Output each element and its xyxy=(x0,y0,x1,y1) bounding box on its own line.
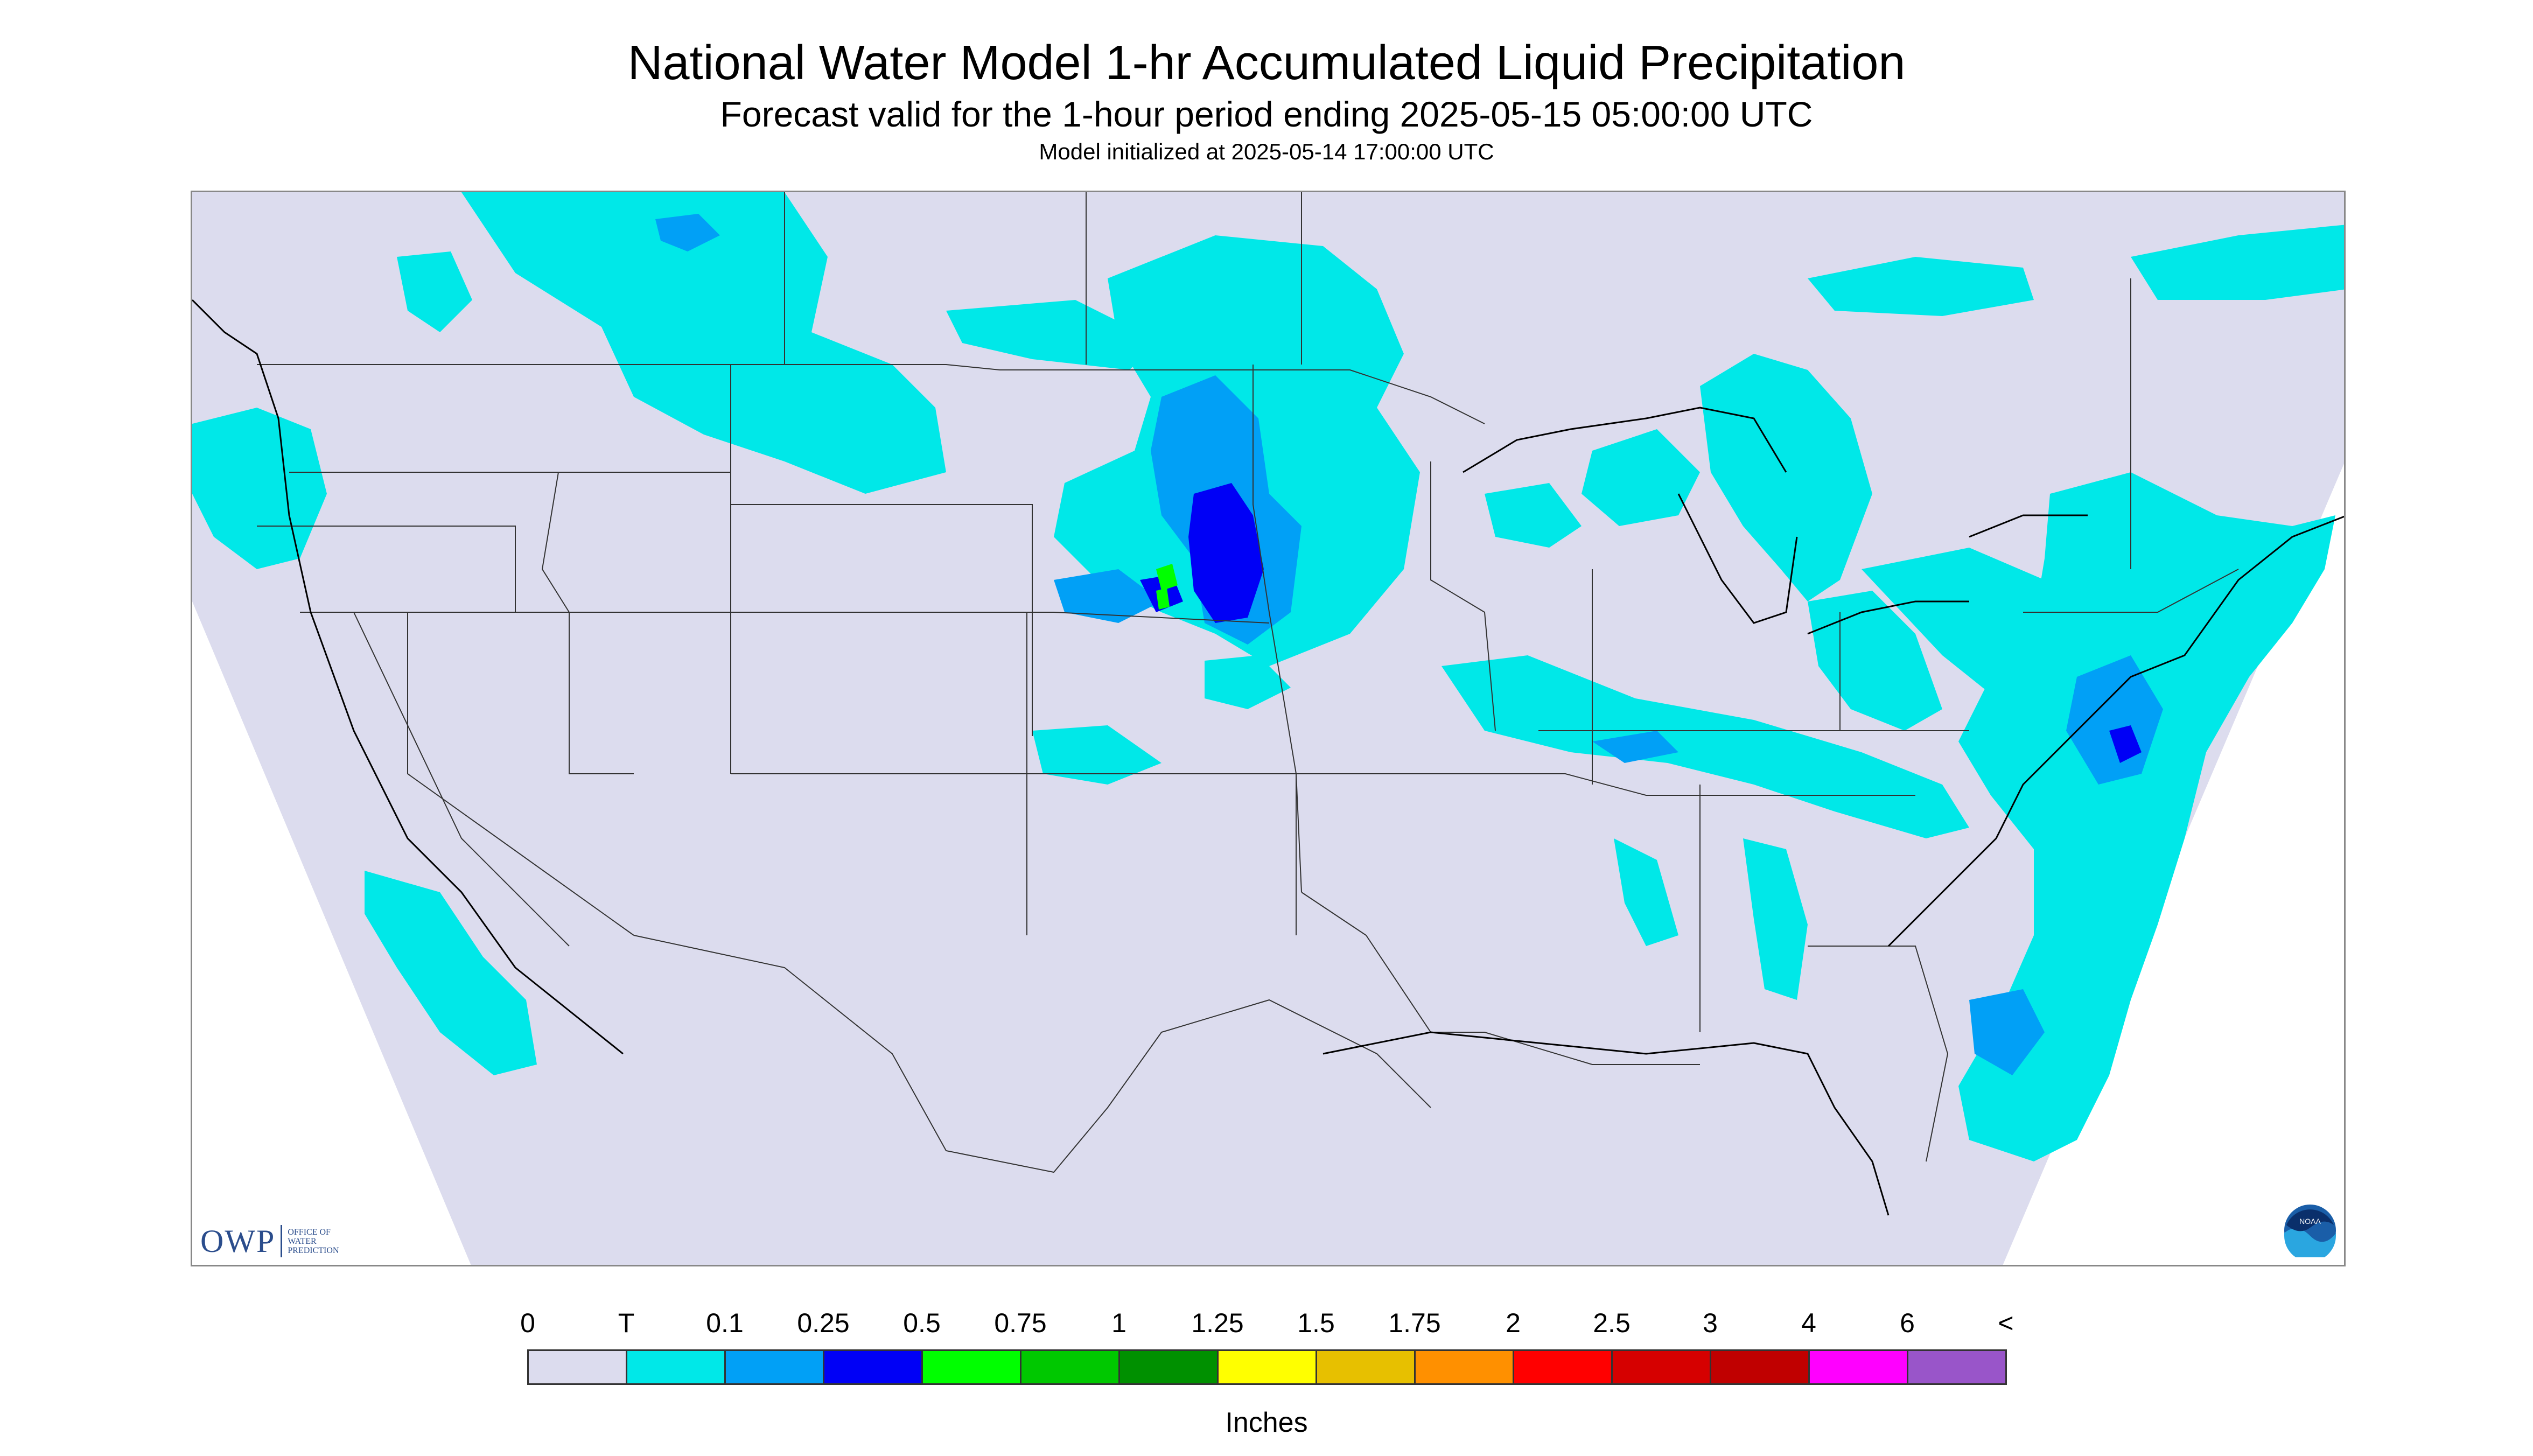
owp-logo-divider xyxy=(281,1225,283,1257)
legend-label: 1.5 xyxy=(1297,1308,1335,1338)
legend-swatch xyxy=(1021,1351,1120,1383)
legend-label: 1.25 xyxy=(1191,1308,1244,1338)
owp-logo-line: WATER xyxy=(288,1236,317,1246)
legend-swatch xyxy=(1613,1351,1711,1383)
legend-label: 2.5 xyxy=(1593,1308,1631,1338)
political-borders xyxy=(257,192,2239,1173)
owp-logo-line: PREDICTION xyxy=(288,1245,339,1255)
legend-swatch xyxy=(726,1351,824,1383)
map-outside-left xyxy=(192,192,471,1265)
legend-swatch xyxy=(824,1351,923,1383)
legend-label: 0.25 xyxy=(797,1308,850,1338)
map-canvas xyxy=(192,192,2344,1265)
legend-swatch xyxy=(1219,1351,1317,1383)
legend-swatch xyxy=(1120,1351,1219,1383)
legend-label: T xyxy=(618,1308,635,1338)
legend-swatch xyxy=(1810,1351,1908,1383)
model-init-caption: Model initialized at 2025-05-14 17:00:00… xyxy=(1039,139,1494,164)
precipitation-map xyxy=(191,191,2346,1266)
legend-label: 3 xyxy=(1703,1308,1718,1338)
legend-label: 0.1 xyxy=(706,1308,744,1338)
legend-label: 0.5 xyxy=(903,1308,941,1338)
legend-swatch xyxy=(1317,1351,1416,1383)
legend-swatch xyxy=(1908,1351,2005,1383)
legend-label: 6 xyxy=(1900,1308,1915,1338)
owp-logo-text: OWP xyxy=(200,1223,276,1259)
legend-label: 2 xyxy=(1506,1308,1521,1338)
noaa-logo: NOAA xyxy=(2284,1205,2336,1257)
legend-label: 0.75 xyxy=(994,1308,1047,1338)
owp-logo: OWP OFFICE OF WATER PREDICTION xyxy=(200,1222,339,1260)
owp-logo-subtext: OFFICE OF WATER PREDICTION xyxy=(288,1228,339,1255)
legend-swatch xyxy=(923,1351,1021,1383)
legend-swatch xyxy=(1711,1351,1810,1383)
legend-labels: 0 T 0.1 0.25 0.5 0.75 1 1.25 1.5 1.75 2 … xyxy=(0,1307,2533,1340)
legend-colorbar xyxy=(527,1349,2007,1385)
legend-label: 4 xyxy=(1801,1308,1816,1338)
precip-light-regions xyxy=(192,192,2344,1161)
legend-label: < xyxy=(1998,1308,2014,1338)
legend-label: 1.75 xyxy=(1388,1308,1441,1338)
noaa-logo-text: NOAA xyxy=(2299,1217,2321,1226)
legend-swatch xyxy=(1416,1351,1514,1383)
map-title: National Water Model 1-hr Accumulated Li… xyxy=(627,36,1906,90)
coastlines xyxy=(192,299,2344,1216)
legend-label: 0 xyxy=(520,1308,535,1338)
legend-swatch xyxy=(1514,1351,1613,1383)
owp-logo-line: OFFICE OF xyxy=(288,1227,331,1237)
precip-peak-regions xyxy=(1156,564,1178,610)
legend-swatch xyxy=(627,1351,726,1383)
legend-units: Inches xyxy=(1225,1407,1308,1438)
legend-label: 1 xyxy=(1111,1308,1126,1338)
legend-swatch xyxy=(529,1351,627,1383)
forecast-valid-subtitle: Forecast valid for the 1-hour period end… xyxy=(720,94,1813,134)
